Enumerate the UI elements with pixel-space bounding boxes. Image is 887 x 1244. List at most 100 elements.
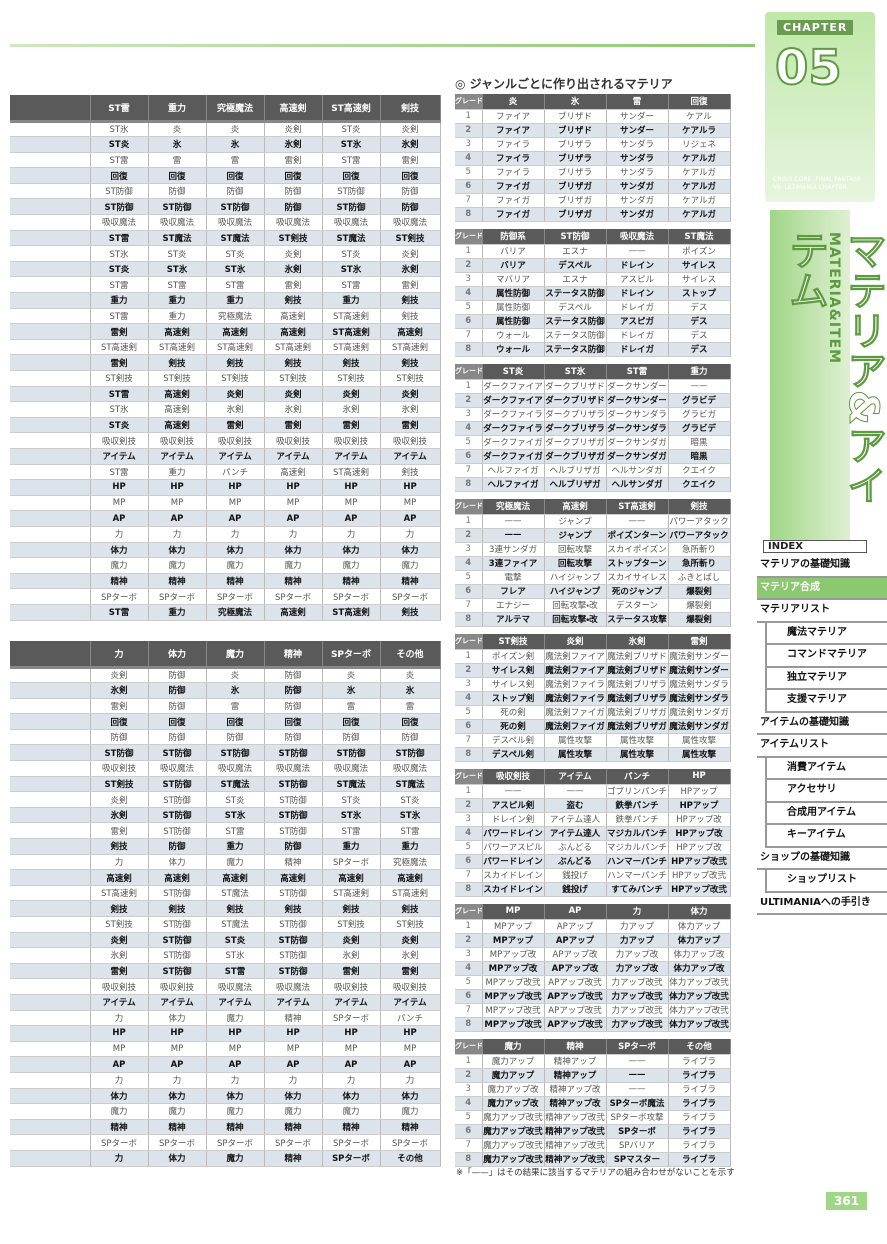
cell: 体力	[90, 542, 149, 559]
index-nav: INDEX マテリアの基礎知識 マテリア合成 マテリアリスト 魔法マテリア コマンドマテ…	[757, 540, 887, 915]
cell: 8	[455, 882, 483, 897]
index-item[interactable]: 支援マテリア	[765, 690, 887, 713]
header-cell: グレード	[455, 499, 483, 515]
index-title: INDEX	[763, 540, 867, 553]
cell: 吸収剣技	[206, 432, 265, 449]
cell	[10, 167, 91, 184]
cell: アイテム	[90, 448, 149, 465]
cell: パワーアスピル	[482, 840, 545, 855]
cell: 氷剣	[380, 136, 441, 153]
table: グレード 吸収剣技 アイテム パンチ HP 1 —— —— ゴブリンパンチ HPアップ 2 アスピル剣…	[455, 769, 731, 897]
cell: ST防御	[148, 198, 207, 216]
row: 雷剣 ST防御 ST雷 ST防御 雷剣 雷剣	[10, 963, 441, 980]
cell: ST魔法	[206, 230, 265, 247]
cell	[10, 1056, 91, 1073]
row: 8 魔力アップ改弐 精神アップ改弐 SPマスター ライブラ	[455, 1152, 731, 1167]
chapter-number: 05	[774, 39, 843, 97]
cell: 重力	[322, 292, 381, 309]
index-item[interactable]: マテリア合成	[757, 577, 887, 600]
header-cell: ST高速剣	[606, 499, 669, 515]
cell: ダークサンダラ	[606, 421, 669, 436]
index-item[interactable]: キーアイテム	[765, 825, 887, 848]
cell	[10, 557, 91, 574]
row: 4 ファイラ ブリザラ サンダラ ケアルガ	[455, 151, 731, 166]
cell: ダークファイラ	[482, 407, 545, 422]
cell: ST魔法	[206, 776, 265, 793]
header-row: グレード MP AP 力体力	[455, 904, 731, 920]
cell: 魔力アップ改弐	[482, 1138, 545, 1153]
cell: 1	[455, 1054, 483, 1069]
cell: ダークブリザラ	[544, 407, 607, 422]
row: 力体力 魔力 精神 SPターボ パンチ	[10, 1010, 441, 1027]
index-item[interactable]: ULTIMANIAへの手引き	[757, 892, 887, 915]
row: 重力 重力 重力 剣技 重力 剣技	[10, 292, 441, 309]
cell: アイテム	[206, 994, 265, 1011]
section-title-text: ジャンルごとに作り出されるマテリア	[469, 77, 673, 91]
index-item[interactable]: アイテムの基礎知識	[757, 712, 887, 735]
cell: 精神	[322, 573, 381, 590]
cell: ST氷	[148, 261, 207, 278]
cell: 力アップ	[606, 919, 669, 934]
cell	[10, 1041, 91, 1058]
row: 回復 回復 回復 回復 回復 回復	[10, 167, 441, 184]
cell: ぶんどる	[544, 840, 607, 855]
cell	[10, 198, 91, 216]
cell: ——	[606, 514, 669, 529]
cell: ST雷	[322, 152, 381, 169]
cell: ダークサンダガ	[606, 435, 669, 450]
cell: 回転攻撃・改	[544, 598, 607, 613]
index-item[interactable]: 独立マテリア	[765, 667, 887, 690]
cell: HPアップ改弐	[668, 868, 731, 883]
cell: HP	[322, 479, 381, 496]
cell: AP	[206, 1056, 265, 1073]
cell: 力アップ改弐	[606, 975, 669, 990]
cell: 暗黒	[668, 449, 731, 464]
row: 剣技 剣技 剣技 剣技 剣技 剣技	[10, 900, 441, 917]
row: 炎剣 防御炎防御炎炎	[10, 667, 441, 684]
cell: 防御	[148, 667, 207, 684]
cell: 重力	[206, 292, 265, 309]
cell: ST氷	[322, 261, 381, 278]
index-item[interactable]: アイテムリスト	[757, 735, 887, 758]
cell: サイレス	[668, 258, 731, 273]
index-item[interactable]: 魔法マテリア	[765, 622, 887, 645]
cell	[10, 510, 91, 527]
header-row: グレード 究極魔法 高速剣 ST高速剣 剣技	[455, 499, 731, 515]
cell: 3連サンダガ	[482, 542, 545, 557]
index-item[interactable]: アクセサリ	[765, 780, 887, 803]
index-item[interactable]: マテリアの基礎知識	[757, 555, 887, 578]
cell: ST雷	[322, 822, 381, 840]
row: 8 MPアップ改弐 APアップ改弐 力アップ改弐 体力アップ改弐	[455, 1017, 731, 1032]
index-item[interactable]: ショップの基礎知識	[757, 847, 887, 870]
cell: マバリア	[482, 272, 545, 287]
cell: 重力	[148, 292, 207, 309]
cell: 防御	[264, 838, 323, 855]
index-item[interactable]: マテリアリスト	[757, 600, 887, 623]
index-item[interactable]: 合成用アイテム	[765, 802, 887, 825]
cell	[10, 261, 91, 278]
cell: 力	[90, 526, 149, 543]
cell	[10, 495, 91, 512]
cell: 魔力アップ改弐	[482, 1152, 545, 1167]
index-item[interactable]: 消費アイテム	[765, 757, 887, 780]
cell: 精神	[90, 1119, 149, 1136]
cell: ST剣技	[148, 370, 207, 387]
cell: 回復	[90, 713, 149, 730]
row: 4 魔力アップ改 精神アップ改 SPターボ魔法 ライブラ	[455, 1096, 731, 1111]
cell: アイテム達人	[544, 826, 607, 841]
cell: SPターボ	[380, 1134, 441, 1151]
index-item[interactable]: ショップリスト	[765, 870, 887, 893]
cell: ファイガ	[482, 207, 545, 222]
cell: ダークファイア	[482, 379, 545, 394]
cell	[10, 152, 91, 169]
cell: ドレイン剣	[482, 812, 545, 827]
cell	[10, 994, 91, 1011]
cell: 体力	[322, 542, 381, 559]
cell: ST氷	[206, 261, 265, 278]
cell: 精神	[148, 1119, 207, 1136]
cell: 炎剣	[90, 667, 149, 684]
cell: パワードレイン	[482, 826, 545, 841]
index-item[interactable]: コマンドマテリア	[765, 645, 887, 668]
cell: クエイク	[668, 463, 731, 478]
cell: 7	[455, 868, 483, 883]
